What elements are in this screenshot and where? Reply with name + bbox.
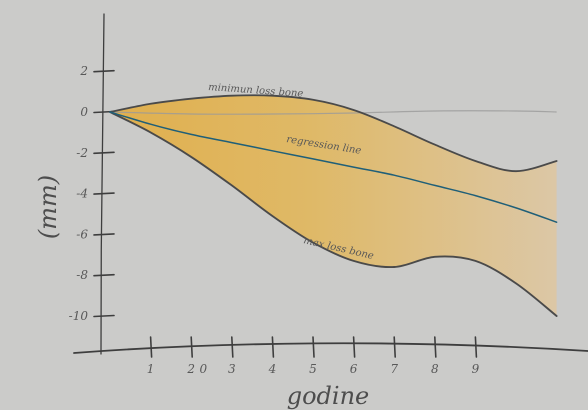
x-tick — [312, 336, 315, 358]
x-tick-label: 9 — [472, 362, 480, 376]
bone-loss-band — [110, 95, 557, 316]
x-tick-label: 7 — [390, 362, 398, 376]
x-tick — [190, 336, 193, 358]
y-tick-label: -6 — [76, 227, 88, 241]
minimum-loss-line — [109, 94, 558, 173]
x-tick-label: 5 — [309, 362, 317, 376]
y-tick — [93, 273, 115, 277]
y-axis-line — [100, 13, 105, 355]
x-tick-label: 1 — [147, 362, 155, 376]
y-tick-label: -8 — [76, 268, 88, 282]
y-tick — [93, 233, 115, 236]
x-tick — [474, 336, 478, 358]
y-tick-label: -10 — [69, 309, 89, 323]
y-tick-label: -2 — [76, 146, 88, 160]
x-axis-title: godine — [287, 382, 370, 410]
x-tick-label: 0 — [200, 362, 208, 376]
zero-reference-line — [109, 110, 557, 115]
y-axis-title: (mm) — [34, 175, 62, 239]
y-tick — [93, 314, 115, 318]
x-tick-label: 4 — [268, 362, 277, 376]
x-tick — [433, 336, 437, 358]
y-tick — [93, 69, 115, 73]
x-axis-line — [73, 342, 588, 354]
x-tick — [149, 336, 153, 358]
x-tick-label: 3 — [228, 362, 236, 376]
y-tick-label: 2 — [79, 64, 88, 78]
x-tick-label: 8 — [431, 362, 439, 376]
regression-line — [109, 111, 558, 223]
y-tick — [93, 192, 115, 195]
x-tick — [231, 336, 234, 358]
y-tick — [93, 151, 115, 155]
x-tick — [271, 336, 275, 358]
y-tick-label: 0 — [80, 105, 88, 119]
x-tick — [352, 336, 356, 358]
x-tick-label: 2 — [186, 362, 195, 376]
x-tick-label: 6 — [350, 362, 358, 376]
maximum-loss-line — [109, 111, 558, 317]
x-tick — [393, 336, 397, 358]
y-tick-label: -4 — [76, 187, 88, 201]
